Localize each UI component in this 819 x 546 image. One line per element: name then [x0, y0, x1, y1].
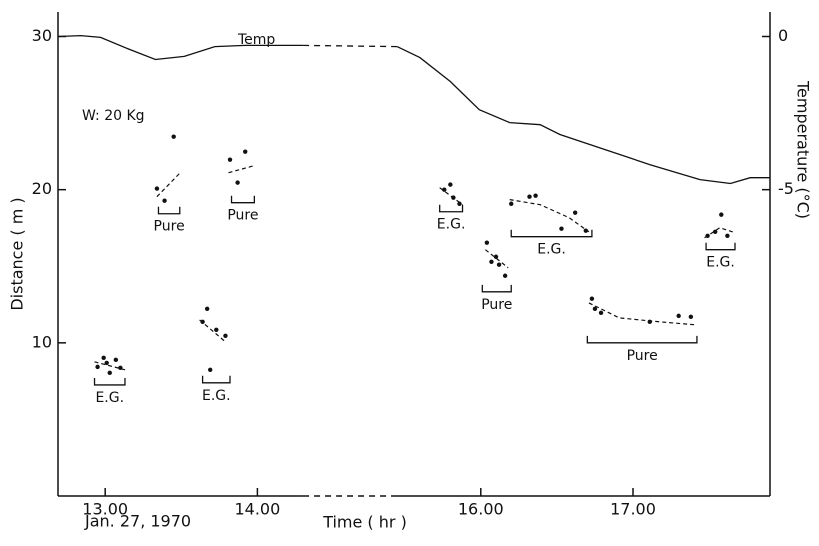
x-axis-title: Time ( hr ): [322, 513, 407, 532]
group-label: E.G.: [537, 242, 566, 258]
data-point: [95, 364, 100, 370]
data-point: [559, 226, 564, 231]
data-point: [107, 370, 112, 376]
data-point: [688, 314, 694, 319]
fit-line: [94, 361, 126, 371]
data-point: [589, 296, 595, 301]
data-point: [533, 193, 538, 198]
data-point: [448, 182, 453, 187]
data-point: [489, 259, 494, 265]
group-label: E.G.: [706, 255, 735, 271]
fit-line: [509, 199, 590, 233]
temperature-line: [303, 44, 398, 48]
bracket: [705, 242, 736, 251]
data-point: [598, 310, 604, 316]
temperature-line: [396, 46, 770, 185]
bracket: [586, 335, 698, 344]
bracket: [157, 206, 181, 215]
data-point: [592, 306, 598, 312]
fit-line: [704, 227, 736, 239]
group-label: E.G.: [202, 388, 231, 404]
data-point: [118, 365, 123, 371]
y-tick-label: 10: [32, 332, 52, 351]
x-tick-label: 14.00: [234, 500, 280, 519]
bracket: [201, 375, 231, 384]
fit-line: [588, 302, 696, 326]
data-point: [719, 212, 724, 217]
data-point: [204, 306, 210, 312]
y2-axis-title: Temperature (°C): [794, 80, 813, 219]
data-point: [509, 201, 514, 206]
x-tick-label: 13.00: [82, 500, 128, 519]
data-point: [214, 327, 219, 333]
data-point: [676, 313, 681, 319]
fit-line: [156, 171, 182, 198]
y2-tick-label: 0: [778, 26, 788, 45]
group-label: E.G.: [437, 217, 466, 233]
data-point: [154, 186, 160, 191]
data-point: [235, 180, 240, 185]
data-point: [227, 157, 233, 162]
data-point: [113, 357, 119, 363]
fit-line: [485, 249, 509, 269]
temperature-line: [57, 34, 304, 61]
data-point: [583, 228, 589, 233]
data-point: [162, 198, 167, 203]
series-label: Temp: [237, 32, 275, 48]
data-point: [243, 149, 248, 154]
data-point: [572, 210, 578, 215]
annotation: W: 20 Kg: [82, 108, 145, 124]
data-point: [101, 355, 106, 361]
group-label: Pure: [154, 219, 185, 235]
group-label: Pure: [227, 208, 258, 224]
x-tick-label: 17.00: [610, 500, 656, 519]
data-point: [496, 262, 502, 267]
x-tick-label: 16.00: [458, 500, 504, 519]
data-point: [527, 194, 532, 199]
data-point: [725, 233, 730, 238]
bracket: [93, 377, 126, 386]
y2-tick-label: -5: [778, 179, 794, 198]
bracket: [439, 204, 464, 213]
group-label: Pure: [481, 297, 512, 313]
data-point: [493, 254, 499, 259]
data-point: [484, 240, 490, 245]
y-tick-label: 20: [32, 179, 52, 198]
fit-line: [228, 165, 255, 174]
bracket: [230, 195, 256, 204]
date-label: Jan. 27, 1970: [84, 512, 191, 531]
data-point: [457, 201, 462, 206]
group-label: E.G.: [95, 390, 124, 406]
fit-line: [439, 187, 463, 206]
data-point: [171, 134, 176, 139]
data-point: [223, 333, 228, 338]
data-point: [502, 273, 508, 278]
y-tick-label: 30: [32, 26, 52, 45]
data-point: [208, 367, 213, 372]
bracket: [510, 229, 593, 238]
bracket: [481, 284, 512, 293]
y-axis-title: Distance ( m ): [8, 197, 27, 310]
fit-line: [199, 319, 226, 343]
data-point: [104, 360, 109, 366]
data-point: [713, 229, 718, 234]
data-point: [442, 187, 447, 192]
group-label: Pure: [627, 348, 658, 364]
